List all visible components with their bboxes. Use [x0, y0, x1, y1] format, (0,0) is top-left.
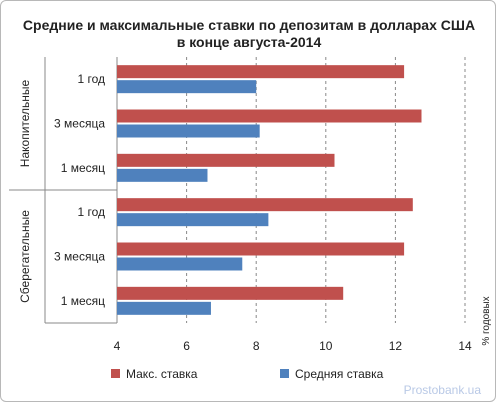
bar-max-rate [117, 109, 422, 123]
bar-avg-rate [117, 257, 243, 271]
chart-title-line-1: Средние и максимальные ставки по депозит… [23, 17, 475, 33]
x-tick-label: 4 [114, 339, 121, 353]
bar-max-rate [117, 286, 344, 300]
group-label: Сберегательные [18, 210, 32, 303]
x-tick-label: 14 [458, 339, 472, 353]
category-label: 1 месяц [61, 294, 105, 308]
legend-swatch-avg [280, 369, 289, 378]
x-tick-label: 8 [253, 339, 260, 353]
watermark: Prostobank.ua [404, 383, 482, 397]
legend-label-max: Макс. ставка [126, 367, 198, 381]
category-labels: 1 год 3 месяца 1 месяц 1 год 3 месяца 1 месяц… [18, 72, 105, 308]
bar-max-rate [117, 65, 405, 79]
legend: Макс. ставка Средняя ставка [111, 367, 384, 381]
category-label: 1 год [77, 72, 105, 86]
category-label: 3 месяца [54, 250, 105, 264]
x-axis-unit-label: % годовых [481, 296, 492, 345]
x-tick-label: 12 [389, 339, 403, 353]
bar-max-rate [117, 198, 413, 212]
legend-swatch-max [111, 369, 120, 378]
bar-max-rate [117, 242, 405, 256]
category-label: 3 месяца [54, 117, 105, 131]
x-tick-label: 10 [319, 339, 333, 353]
bar-avg-rate [117, 80, 257, 94]
category-label: 1 год [77, 205, 105, 219]
bars [117, 65, 422, 315]
gridlines [186, 57, 466, 323]
group-label: Накопительные [18, 79, 32, 167]
x-tick-labels: 4 6 8 10 12 14 [114, 339, 472, 353]
x-tick-label: 6 [183, 339, 190, 353]
category-label: 1 месяц [61, 161, 105, 175]
legend-label-avg: Средняя ставка [295, 367, 384, 381]
bar-avg-rate [117, 168, 208, 182]
bar-avg-rate [117, 301, 211, 315]
bar-max-rate [117, 153, 335, 167]
bar-avg-rate [117, 124, 260, 138]
chart-title-line-2: в конце августа-2014 [177, 34, 322, 50]
bar-avg-rate [117, 213, 269, 227]
